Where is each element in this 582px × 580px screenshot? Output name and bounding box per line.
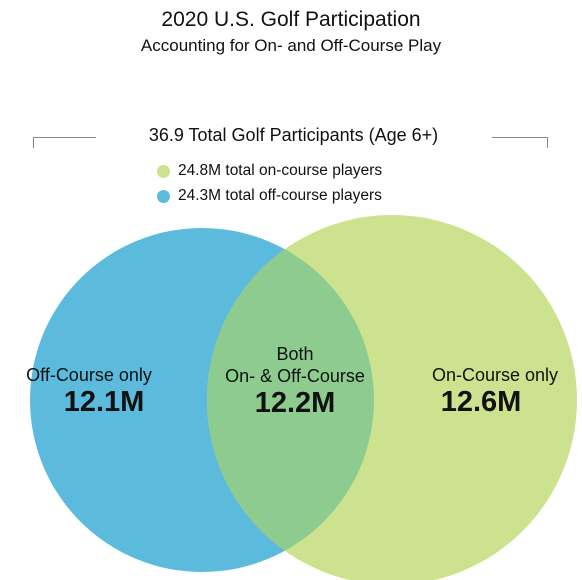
off-course-only-value: 12.1M: [63, 386, 145, 418]
total-participants-label: 36.9 Total Golf Participants (Age 6+): [148, 125, 439, 145]
legend-item-on-course: 24.8M total on-course players: [157, 161, 382, 181]
both-value: 12.2M: [254, 387, 336, 419]
legend-item-off-course: 24.3M total off-course players: [157, 186, 382, 206]
both-label-line1: Both: [276, 344, 314, 364]
bracket-left: [33, 137, 96, 148]
diagram-subtitle: Accounting for On- and Off-Course Play: [140, 36, 442, 55]
legend-label-off-course: 24.3M total off-course players: [178, 187, 382, 204]
on-course-only-value: 12.6M: [440, 386, 522, 418]
off-course-only-region: Off-Course only 12.1M: [4, 364, 174, 418]
bracket-right: [492, 137, 548, 148]
legend-label-on-course: 24.8M total on-course players: [178, 162, 383, 179]
diagram-title: 2020 U.S. Golf Participation: [161, 8, 421, 31]
on-course-only-region: On-Course only 12.6M: [410, 364, 580, 418]
off-course-color-dot: [157, 189, 170, 203]
both-region: Both On- & Off-Course 12.2M: [200, 343, 390, 419]
on-course-only-label: On-Course only: [431, 365, 559, 385]
both-label-line2: On- & Off-Course: [225, 366, 365, 386]
on-course-color-dot: [157, 164, 170, 178]
off-course-only-label: Off-Course only: [26, 365, 152, 385]
overlap-region: [207, 228, 374, 572]
